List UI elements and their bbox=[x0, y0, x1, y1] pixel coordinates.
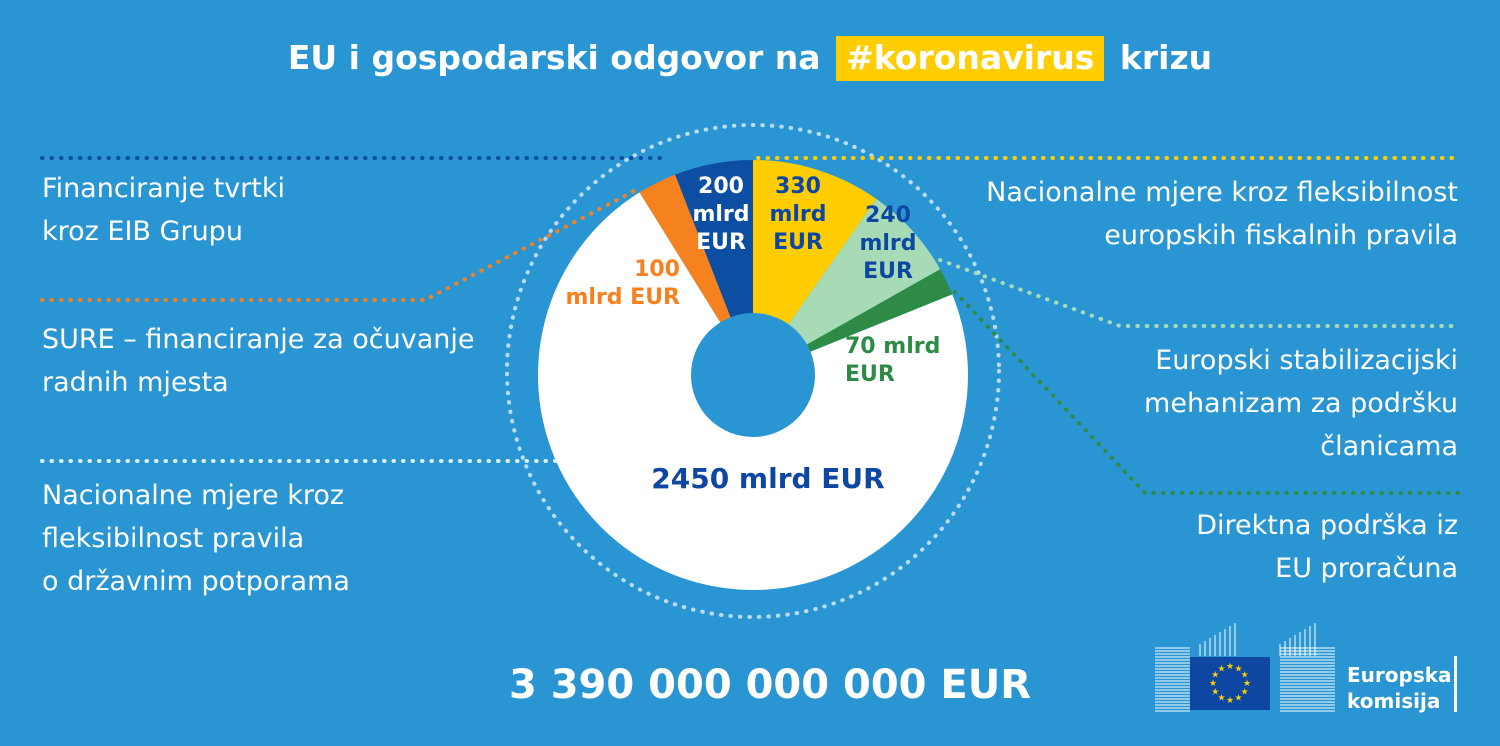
flag-star: ★ bbox=[1217, 664, 1225, 674]
flag-star: ★ bbox=[1241, 688, 1249, 698]
label-budget-line2: EU proračuna bbox=[1275, 553, 1458, 584]
eu-flag-stars-icon: ★ ★★★★★★★★★★★ bbox=[1209, 662, 1251, 706]
label-stateaid-line3: o državnim potporama bbox=[42, 566, 350, 597]
flag-star: ★ bbox=[1209, 679, 1217, 689]
flag-star: ★ bbox=[1226, 696, 1234, 706]
leader-line-budget bbox=[953, 290, 1460, 495]
flag-star: ★ bbox=[1217, 694, 1225, 704]
slice-label-line: 330 bbox=[775, 174, 821, 199]
slice-label-line: 2450 mlrd EUR bbox=[651, 462, 884, 495]
slice-label-stateaid: 2450 mlrd EUR bbox=[651, 462, 884, 495]
slice-label-line: 200 bbox=[698, 174, 744, 199]
donut-hole bbox=[691, 313, 815, 437]
eu-flag-icon bbox=[1190, 657, 1270, 710]
leader-line-esm bbox=[938, 258, 1460, 328]
slice-label-eib: 200 mlrd EUR bbox=[692, 174, 749, 255]
slice-label-line: EUR bbox=[696, 230, 746, 255]
flag-star: ★ bbox=[1211, 688, 1219, 698]
flag-star: ★ bbox=[1226, 662, 1234, 672]
total-amount: 3 390 000 000 000 EUR bbox=[508, 662, 1032, 708]
slice-label-line: 240 bbox=[865, 203, 911, 228]
label-esm-line2: mehanizam za podršku bbox=[1144, 388, 1458, 419]
flag-star: ★ bbox=[1241, 671, 1249, 681]
slice-labels: 330 mlrd EUR 240 mlrd EUR 70 mlrd EUR 2450 mlrd … bbox=[565, 174, 940, 495]
label-eib-line2: kroz EIB Grupu bbox=[42, 216, 243, 247]
logo-divider bbox=[1454, 656, 1457, 712]
label-budget: Direktna podrška iz EU proračuna bbox=[1196, 504, 1458, 590]
slice-label-budget: 70 mlrd EUR bbox=[845, 334, 940, 387]
label-sure-line1: SURE – financiranje za očuvanje bbox=[42, 324, 475, 355]
label-esm-line1: Europski stabilizacijski bbox=[1155, 345, 1458, 376]
label-esm-line3: članicama bbox=[1320, 431, 1458, 462]
slice-label-line: EUR bbox=[863, 259, 913, 284]
logo-building-icon bbox=[1155, 623, 1335, 712]
slice-label-line: EUR bbox=[845, 362, 895, 387]
flag-star: ★ bbox=[1234, 664, 1242, 674]
label-sure-line2: radnih mjesta bbox=[42, 367, 229, 398]
dotted-ring bbox=[505, 123, 1001, 619]
slice-label-line: mlrd bbox=[859, 231, 916, 256]
label-stateaid-line1: Nacionalne mjere kroz bbox=[42, 480, 345, 511]
label-stateaid-line2: fleksibilnost pravila bbox=[42, 523, 305, 554]
label-esm: Europski stabilizacijski mehanizam za po… bbox=[1144, 339, 1458, 468]
slice-label-line: EUR bbox=[773, 230, 823, 255]
slice-label-line: 70 mlrd bbox=[845, 334, 940, 359]
slice-esm bbox=[753, 198, 941, 375]
slice-label-line: 100 bbox=[634, 257, 680, 282]
label-stateaid: Nacionalne mjere kroz fleksibilnost prav… bbox=[42, 474, 350, 603]
slice-label-fiscal: 330 mlrd EUR bbox=[769, 174, 826, 255]
slice-label-line: mlrd bbox=[692, 202, 749, 227]
flag-star: ★ bbox=[1243, 679, 1251, 689]
label-fiscal-line2: europskih fiskalnih pravila bbox=[1104, 220, 1458, 251]
title-text-after: krizu bbox=[1119, 38, 1213, 77]
label-budget-line1: Direktna podrška iz bbox=[1196, 510, 1458, 541]
label-sure: SURE – financiranje za očuvanje radnih m… bbox=[42, 318, 475, 404]
slice-label-line: mlrd EUR bbox=[565, 285, 680, 310]
slice-label-line: mlrd bbox=[769, 202, 826, 227]
eu-commission-logo: ★ ★★★★★★★★★★★ bbox=[1155, 623, 1335, 712]
title-hashtag-highlight: #koronavirus bbox=[836, 36, 1105, 81]
slice-label-sure: 100 mlrd EUR bbox=[565, 257, 680, 310]
slice-label-esm: 240 mlrd EUR bbox=[859, 203, 916, 284]
logo-text-line1: Europska bbox=[1347, 663, 1452, 687]
flag-star: ★ bbox=[1234, 694, 1242, 704]
logo-text: Europska komisija bbox=[1347, 662, 1452, 714]
logo-text-line2: komisija bbox=[1347, 689, 1441, 713]
label-fiscal-line1: Nacionalne mjere kroz fleksibilnost bbox=[986, 177, 1458, 208]
label-fiscal: Nacionalne mjere kroz fleksibilnost euro… bbox=[986, 171, 1458, 257]
label-eib-line1: Financiranje tvrtki bbox=[42, 173, 286, 204]
flag-star: ★ bbox=[1211, 671, 1219, 681]
page-title: EU i gospodarski odgovor na #koronavirus… bbox=[0, 36, 1500, 81]
label-eib: Financiranje tvrtki kroz EIB Grupu bbox=[42, 167, 285, 253]
title-text-before: EU i gospodarski odgovor na bbox=[287, 38, 821, 77]
